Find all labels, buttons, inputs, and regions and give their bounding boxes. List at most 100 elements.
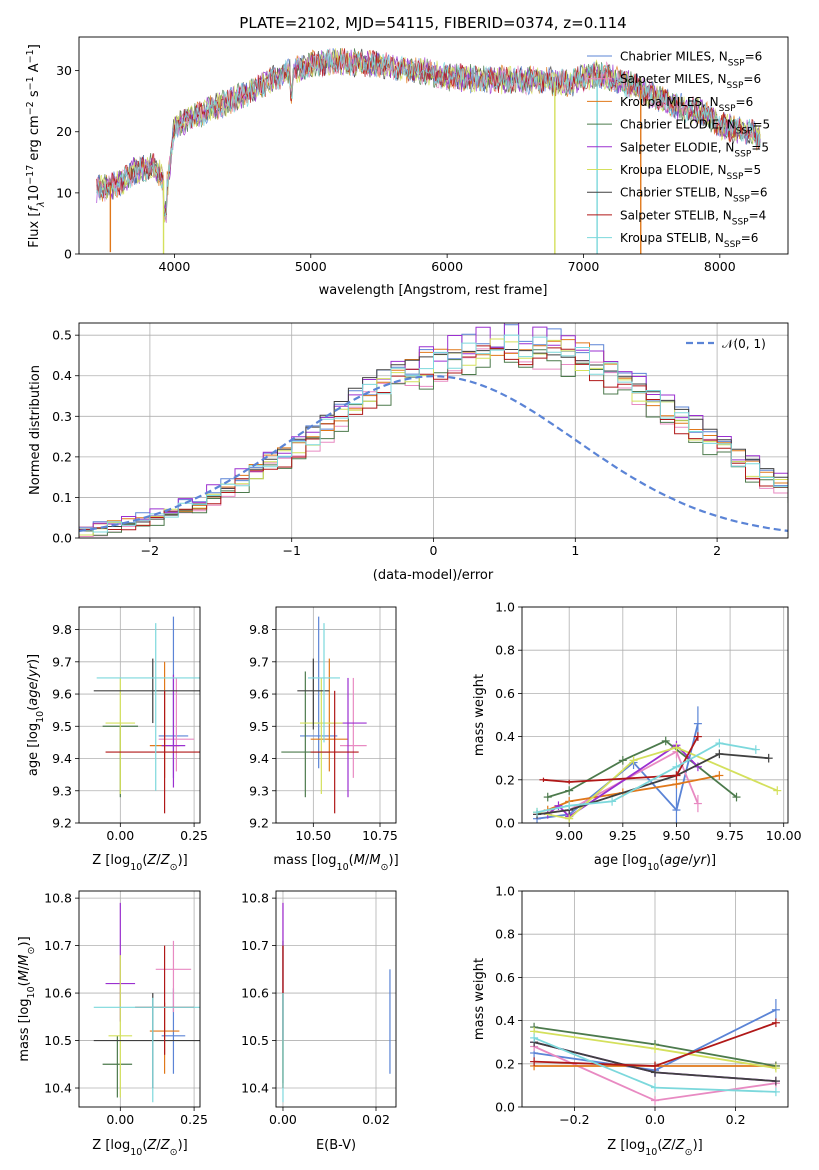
axes-frame <box>78 322 789 539</box>
label-part: Z [log <box>607 1138 645 1153</box>
x-tick-label: 0.00 <box>106 828 134 843</box>
legend-sub: SSP <box>728 59 745 69</box>
label-part: age [log <box>26 723 41 776</box>
histogram-steps <box>79 339 788 528</box>
x-tick-label: −0.2 <box>559 1112 589 1127</box>
label-part: / <box>156 853 161 868</box>
x-tick-label: 0.00 <box>269 1112 297 1127</box>
y-tick-label: 10.5 <box>44 1033 72 1048</box>
y-tick-label: 10.4 <box>44 1081 72 1096</box>
label-part: −1 <box>25 49 36 63</box>
x-tick-label: 0.2 <box>726 1112 746 1127</box>
legend-sub: SSP <box>733 195 750 205</box>
label-part: A <box>27 63 42 76</box>
y-tick-label: 0.2 <box>52 449 72 464</box>
y-tick-label: 0.8 <box>495 927 515 942</box>
x-axis-label: Z [log10(Z/Z⊙)] <box>92 853 187 873</box>
panel-mass-weight-vs-Z: −0.2 0.0 0.2 0.0 0.2 0.4 0.6 0.8 1.0 mass weight Z… <box>472 884 789 1158</box>
plot-area <box>281 616 367 814</box>
x-tick-label: 0 <box>430 543 438 558</box>
y-tick-label: 9.7 <box>249 654 269 669</box>
x-tick-label: 5000 <box>295 259 327 274</box>
x-tick-label: 7000 <box>568 259 600 274</box>
x-axis-label: age [log10(age/yr)] <box>594 853 716 873</box>
label-part: / <box>365 853 370 868</box>
legend-sub: SSP <box>736 127 753 137</box>
y-tick-label: 10.6 <box>44 986 72 1001</box>
panel-age-vs-mass: 10.50 10.75 9.2 9.3 9.4 9.5 9.6 9.7 9.8 mass [log… <box>249 606 399 873</box>
legend-sub: SSP <box>727 172 744 182</box>
histogram-steps <box>79 345 788 531</box>
label-part: f <box>27 205 42 212</box>
label-part: )] <box>389 853 399 868</box>
y-axis-label: mass weight <box>472 958 487 1040</box>
label-part: M <box>17 970 32 981</box>
weight-line <box>543 736 699 783</box>
label-part: 10 <box>130 862 142 873</box>
legend-sub: SSP <box>719 104 736 114</box>
x-tick-label: 0.02 <box>362 1112 390 1127</box>
y-tick-label: 0.8 <box>495 643 515 658</box>
x-tick-label: 10.75 <box>362 828 398 843</box>
label-part: ⊙ <box>170 1147 178 1158</box>
legend-text: Chabrier STELIB, N <box>620 186 733 200</box>
spectrum-line <box>96 48 761 216</box>
x-axis-label: (data-model)/error <box>373 568 494 583</box>
label-part: / <box>671 1138 676 1153</box>
x-tick-label: 10.00 <box>766 828 802 843</box>
label-part: 10 <box>647 862 659 873</box>
y-tick-label: 10.7 <box>241 938 269 953</box>
plot-area <box>96 47 761 254</box>
y-tick-label: 10.8 <box>241 891 269 906</box>
x-tick-label: 2 <box>713 543 721 558</box>
axes-frame <box>275 890 397 1108</box>
label-part: )] <box>693 1138 703 1153</box>
label-part: ⊙ <box>381 862 389 873</box>
y-tick-label: 9.8 <box>52 622 72 637</box>
panel-spectrum: 4000 5000 6000 7000 8000 0 10 20 30 wavelength [A… <box>25 36 789 298</box>
y-tick-label: 30 <box>56 63 72 78</box>
legend-tail: =6 <box>750 186 768 200</box>
axes-frame <box>78 606 201 824</box>
legend-sub: SSP <box>727 81 744 91</box>
plot-area <box>93 616 200 814</box>
y-tick-label: 0.1 <box>52 490 72 505</box>
y-tick-label: 0.0 <box>495 816 515 831</box>
label-part: ( <box>26 706 41 711</box>
label-part: 10 <box>35 711 46 723</box>
y-tick-label: 9.2 <box>52 816 72 831</box>
y-tick-label: 9.7 <box>52 654 72 669</box>
legend-item: Chabrier STELIB, NSSP=6 <box>620 186 768 205</box>
axes-frame <box>275 606 397 824</box>
label-part: 10 <box>26 986 37 998</box>
legend-sub: SSP <box>724 240 741 250</box>
label-part: 10 <box>337 862 349 873</box>
x-axis-label: Z [log10(Z/Z⊙)] <box>92 1138 187 1158</box>
gaussian-curve <box>79 375 788 532</box>
grid-lines <box>79 607 200 824</box>
legend-item: Salpeter MILES, NSSP=6 <box>620 72 761 91</box>
label-part: −2 <box>25 101 36 115</box>
label-part: ⊙ <box>685 1147 693 1158</box>
x-tick-label: 9.00 <box>555 828 583 843</box>
label-part: / <box>689 853 694 868</box>
plot-area <box>79 323 788 537</box>
label-part: 10 <box>645 1147 657 1158</box>
legend-tail: =5 <box>743 163 761 177</box>
panel-mass-vs-ebv: 0.00 0.02 10.4 10.5 10.6 10.7 10.8 E(B-V) <box>241 890 397 1153</box>
y-tick-label: 1.0 <box>495 600 515 615</box>
x-axis-label: Z [log10(Z/Z⊙)] <box>607 1138 702 1158</box>
label-part: ] <box>27 44 42 49</box>
y-tick-label: 0.2 <box>495 772 515 787</box>
plot-area <box>533 706 782 823</box>
y-tick-label: 10.7 <box>44 938 72 953</box>
histogram-steps <box>79 323 788 528</box>
label-part: M <box>354 853 365 868</box>
y-tick-label: 0 <box>64 247 72 262</box>
panel-residuals: −2 −1 0 1 2 0.0 0.1 0.2 0.3 0.4 0.5 𝒩(0, 1) (data-mo… <box>28 322 789 583</box>
legend-text: Salpeter STELIB, N <box>620 208 732 222</box>
y-tick-label: 20 <box>56 124 72 139</box>
